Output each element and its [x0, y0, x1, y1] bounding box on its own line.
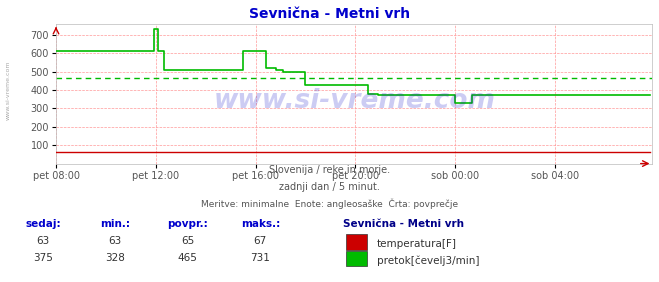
Text: temperatura[F]: temperatura[F]: [377, 239, 457, 249]
Text: Sevnična - Metni vrh: Sevnična - Metni vrh: [343, 219, 464, 229]
Text: Meritve: minimalne  Enote: angleosaške  Črta: povprečje: Meritve: minimalne Enote: angleosaške Čr…: [201, 199, 458, 209]
Text: 67: 67: [254, 236, 267, 246]
Text: povpr.:: povpr.:: [167, 219, 208, 229]
Text: maks.:: maks.:: [241, 219, 280, 229]
Text: 328: 328: [105, 253, 125, 263]
Text: 375: 375: [33, 253, 53, 263]
Text: zadnji dan / 5 minut.: zadnji dan / 5 minut.: [279, 182, 380, 192]
Text: 65: 65: [181, 236, 194, 246]
Text: 731: 731: [250, 253, 270, 263]
Text: Sevnična - Metni vrh: Sevnična - Metni vrh: [249, 7, 410, 21]
Text: sedaj:: sedaj:: [25, 219, 61, 229]
Text: www.si-vreme.com: www.si-vreme.com: [214, 88, 495, 114]
Text: 63: 63: [36, 236, 49, 246]
Text: Slovenija / reke in morje.: Slovenija / reke in morje.: [269, 166, 390, 175]
Text: www.si-vreme.com: www.si-vreme.com: [5, 61, 11, 120]
Text: 63: 63: [109, 236, 122, 246]
Text: min.:: min.:: [100, 219, 130, 229]
Text: pretok[čevelj3/min]: pretok[čevelj3/min]: [377, 255, 480, 266]
Text: 465: 465: [178, 253, 198, 263]
